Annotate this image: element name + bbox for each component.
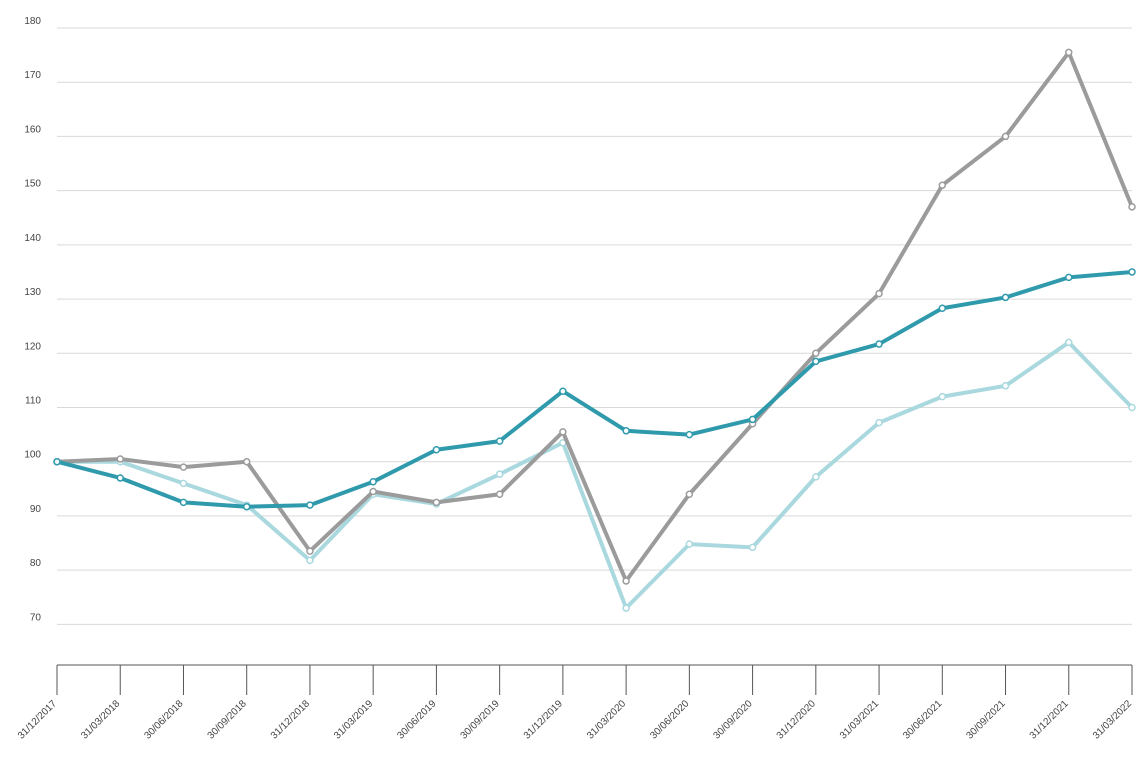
x-tick-label: 30/06/2021 bbox=[901, 698, 944, 741]
point bbox=[116, 474, 124, 482]
point bbox=[1065, 48, 1073, 57]
point bbox=[812, 473, 820, 481]
point bbox=[875, 418, 883, 427]
point bbox=[622, 577, 630, 585]
point bbox=[938, 304, 947, 313]
point bbox=[179, 479, 188, 488]
point bbox=[1065, 338, 1073, 347]
point bbox=[875, 340, 883, 348]
point bbox=[495, 437, 504, 445]
x-tick-label: 30/09/2021 bbox=[964, 698, 1007, 741]
series-line bbox=[56, 50, 1134, 583]
point bbox=[685, 490, 694, 498]
x-tick-label: 31/12/2017 bbox=[16, 698, 59, 741]
y-tick-label: 80 bbox=[30, 558, 42, 569]
point bbox=[242, 502, 251, 511]
y-tick-label: 160 bbox=[24, 124, 41, 135]
point bbox=[1001, 132, 1010, 141]
series-line bbox=[57, 340, 1134, 611]
point bbox=[432, 446, 441, 454]
point bbox=[748, 415, 757, 424]
point bbox=[622, 604, 630, 612]
x-tick-label: 31/12/2020 bbox=[775, 698, 818, 741]
x-tick-label: 31/03/2021 bbox=[838, 698, 881, 741]
point bbox=[812, 357, 820, 366]
point bbox=[559, 428, 567, 436]
y-tick-label: 170 bbox=[24, 70, 41, 81]
point bbox=[748, 543, 757, 552]
point bbox=[938, 181, 947, 189]
point bbox=[53, 457, 61, 466]
point bbox=[685, 430, 694, 439]
point bbox=[369, 487, 377, 496]
x-tick-label: 31/12/2019 bbox=[522, 698, 565, 741]
point bbox=[1001, 382, 1010, 390]
point bbox=[306, 556, 314, 565]
point bbox=[432, 498, 441, 507]
x-tick-label: 31/12/2018 bbox=[269, 698, 312, 741]
point bbox=[116, 455, 124, 463]
point bbox=[812, 349, 820, 358]
point bbox=[369, 478, 377, 486]
point bbox=[306, 501, 314, 509]
point bbox=[1001, 293, 1010, 302]
x-tick-label: 31/03/2019 bbox=[332, 698, 375, 741]
x-tick-label: 31/03/2020 bbox=[585, 698, 628, 741]
x-tick-label: 31/12/2021 bbox=[1028, 698, 1071, 741]
x-tick-label: 30/06/2020 bbox=[648, 698, 691, 741]
y-tick-label: 70 bbox=[30, 612, 42, 623]
y-tick-label: 110 bbox=[25, 395, 41, 406]
series-line bbox=[56, 269, 1133, 509]
point bbox=[495, 490, 504, 498]
y-tick-label: 130 bbox=[24, 287, 41, 298]
point bbox=[1128, 203, 1136, 211]
x-tick-label: 30/09/2020 bbox=[712, 698, 755, 741]
point bbox=[179, 463, 188, 471]
x-tick-label: 30/06/2019 bbox=[395, 698, 438, 741]
y-tick-label: 100 bbox=[24, 450, 41, 461]
point bbox=[495, 470, 504, 478]
y-tick-label: 180 bbox=[24, 16, 41, 27]
y-tick-label: 140 bbox=[24, 233, 41, 244]
x-tick-label: 30/09/2019 bbox=[459, 698, 502, 741]
x-tick-label: 30/06/2018 bbox=[142, 698, 185, 741]
point bbox=[1128, 403, 1136, 412]
y-tick-label: 150 bbox=[24, 179, 41, 190]
point bbox=[242, 457, 251, 466]
point bbox=[179, 498, 188, 507]
point bbox=[1065, 273, 1073, 282]
point bbox=[622, 427, 630, 435]
x-tick-label: 31/03/2018 bbox=[79, 698, 122, 741]
point bbox=[685, 540, 694, 548]
point bbox=[938, 392, 947, 401]
point bbox=[875, 289, 883, 298]
x-tick-label: 30/09/2018 bbox=[206, 698, 249, 741]
point bbox=[559, 387, 567, 395]
y-tick-label: 90 bbox=[30, 504, 42, 515]
point bbox=[306, 547, 314, 555]
y-tick-label: 120 bbox=[24, 341, 41, 352]
x-tick-label: 31/03/2022 bbox=[1091, 698, 1134, 741]
point bbox=[1128, 268, 1136, 276]
